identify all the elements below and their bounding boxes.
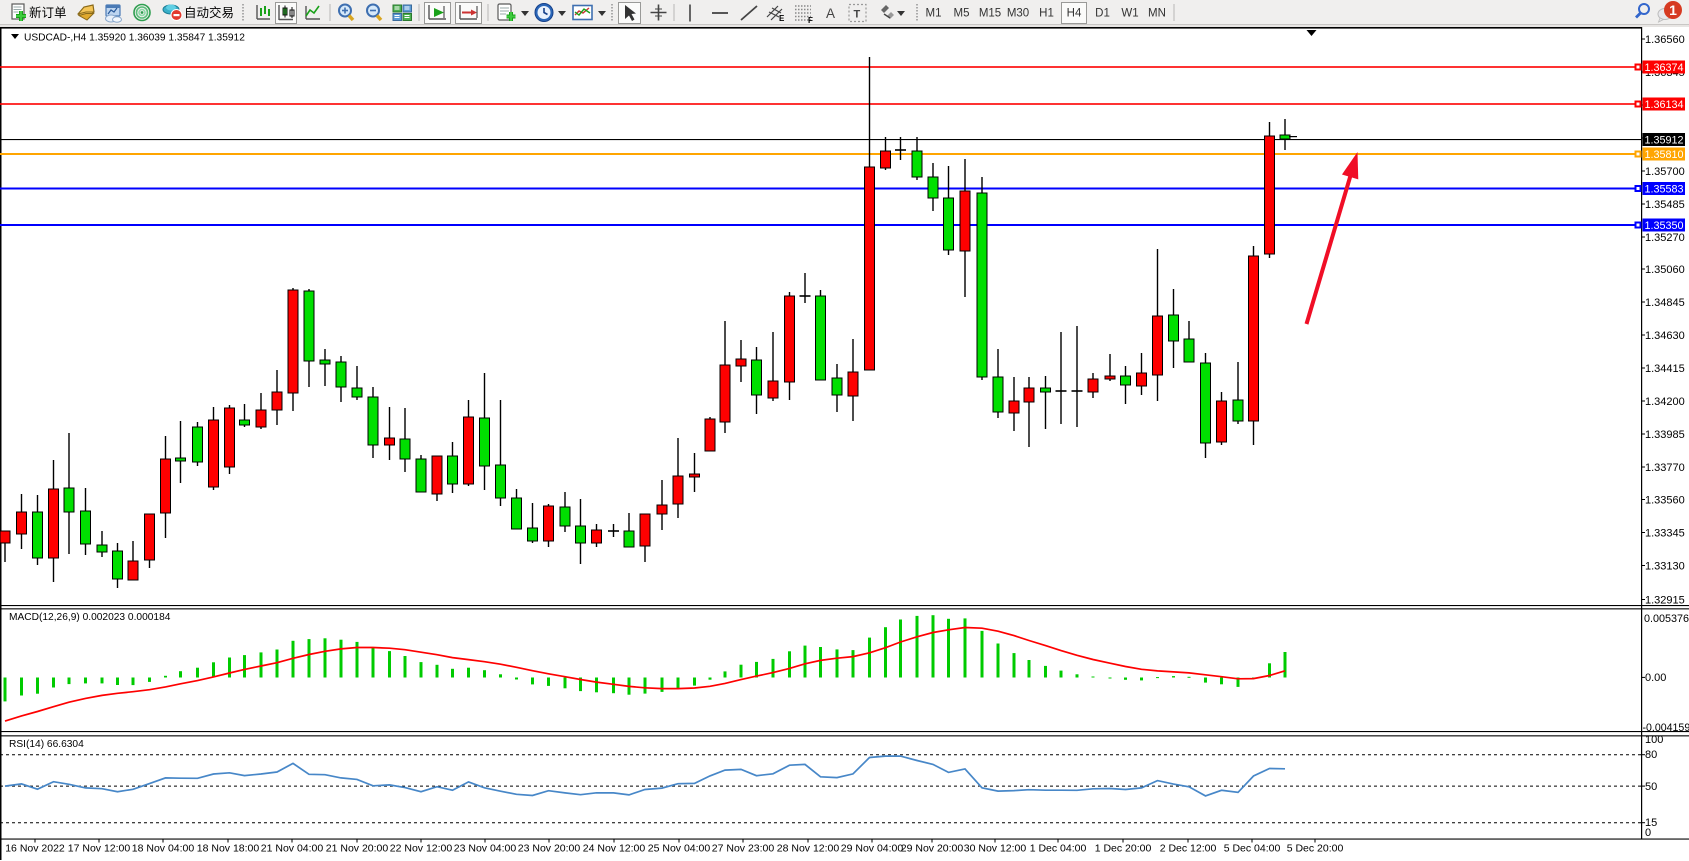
svg-text:5 Dec 04:00: 5 Dec 04:00 <box>1224 843 1281 855</box>
svg-text:1.35700: 1.35700 <box>1645 166 1685 178</box>
svg-text:29 Nov 20:00: 29 Nov 20:00 <box>901 843 964 855</box>
svg-text:F: F <box>808 16 813 25</box>
svg-text:1.32915: 1.32915 <box>1645 595 1685 607</box>
svg-text:24 Nov 12:00: 24 Nov 12:00 <box>583 843 646 855</box>
svg-text:-0.004159: -0.004159 <box>1643 722 1689 734</box>
svg-text:H4: H4 <box>1067 8 1082 20</box>
svg-text:1.33560: 1.33560 <box>1645 495 1685 507</box>
svg-text:1 Dec 20:00: 1 Dec 20:00 <box>1095 843 1152 855</box>
svg-text:T: T <box>854 9 861 21</box>
svg-text:1.34630: 1.34630 <box>1645 330 1685 342</box>
svg-text:1.36560: 1.36560 <box>1645 34 1685 46</box>
svg-text:25 Nov 04:00: 25 Nov 04:00 <box>648 843 711 855</box>
svg-text:18 Nov 18:00: 18 Nov 18:00 <box>197 843 260 855</box>
svg-text:RSI(14) 66.6304: RSI(14) 66.6304 <box>9 739 84 750</box>
svg-text:自动交易: 自动交易 <box>184 5 234 20</box>
svg-text:1.34415: 1.34415 <box>1645 363 1685 375</box>
svg-text:M15: M15 <box>979 8 1001 20</box>
svg-text:新订单: 新订单 <box>29 5 67 20</box>
svg-text:1.34200: 1.34200 <box>1645 396 1685 408</box>
svg-text:H1: H1 <box>1039 8 1054 20</box>
svg-text:1: 1 <box>1669 2 1677 18</box>
svg-text:0.005376: 0.005376 <box>1644 613 1689 625</box>
svg-text:MN: MN <box>1148 8 1166 20</box>
svg-text:18 Nov 04:00: 18 Nov 04:00 <box>132 843 195 855</box>
svg-text:22 Nov 12:00: 22 Nov 12:00 <box>390 843 453 855</box>
svg-text:1.36134: 1.36134 <box>1645 99 1684 111</box>
svg-text:1.33985: 1.33985 <box>1645 429 1685 441</box>
svg-text:M1: M1 <box>926 8 942 20</box>
svg-text:1.33770: 1.33770 <box>1645 462 1685 474</box>
svg-text:1.35583: 1.35583 <box>1645 184 1684 196</box>
svg-text:28 Nov 12:00: 28 Nov 12:00 <box>777 843 840 855</box>
svg-text:0.00: 0.00 <box>1645 672 1666 684</box>
svg-text:1.35350: 1.35350 <box>1645 220 1684 232</box>
svg-text:30 Nov 12:00: 30 Nov 12:00 <box>964 843 1027 855</box>
svg-text:15: 15 <box>1645 817 1657 829</box>
svg-text:27 Nov 23:00: 27 Nov 23:00 <box>712 843 775 855</box>
svg-text:5 Dec 20:00: 5 Dec 20:00 <box>1287 843 1344 855</box>
svg-text:1.35912: 1.35912 <box>1645 135 1684 147</box>
svg-text:80: 80 <box>1645 749 1657 761</box>
svg-text:MACD(12,26,9) 0.002023 0.00018: MACD(12,26,9) 0.002023 0.000184 <box>9 612 171 623</box>
svg-text:23 Nov 20:00: 23 Nov 20:00 <box>518 843 581 855</box>
svg-text:21 Nov 04:00: 21 Nov 04:00 <box>261 843 324 855</box>
svg-text:1 Dec 04:00: 1 Dec 04:00 <box>1030 843 1087 855</box>
svg-text:1.35485: 1.35485 <box>1645 199 1685 211</box>
svg-text:1.36374: 1.36374 <box>1645 62 1684 74</box>
svg-text:A: A <box>826 6 835 21</box>
svg-text:W1: W1 <box>1121 8 1138 20</box>
svg-text:21 Nov 20:00: 21 Nov 20:00 <box>326 843 389 855</box>
svg-text:M30: M30 <box>1007 8 1029 20</box>
svg-text:1.35270: 1.35270 <box>1645 232 1685 244</box>
svg-text:29 Nov 04:00: 29 Nov 04:00 <box>841 843 904 855</box>
svg-text:17 Nov 12:00: 17 Nov 12:00 <box>68 843 131 855</box>
svg-text:100: 100 <box>1645 734 1663 746</box>
svg-text:23 Nov 04:00: 23 Nov 04:00 <box>454 843 517 855</box>
svg-text:1.35810: 1.35810 <box>1645 149 1684 161</box>
svg-text:50: 50 <box>1645 781 1657 793</box>
svg-text:1.33345: 1.33345 <box>1645 528 1685 540</box>
svg-text:0: 0 <box>1645 827 1651 839</box>
svg-text:1.34845: 1.34845 <box>1645 297 1685 309</box>
svg-text:16 Nov 2022: 16 Nov 2022 <box>5 843 65 855</box>
svg-text:1.33130: 1.33130 <box>1645 561 1685 573</box>
svg-text:E: E <box>779 14 785 23</box>
svg-text:1.35060: 1.35060 <box>1645 264 1685 276</box>
svg-text:D1: D1 <box>1095 8 1110 20</box>
svg-text:M5: M5 <box>954 8 970 20</box>
svg-text:USDCAD-,H4 1.35920 1.36039 1.: USDCAD-,H4 1.35920 1.36039 1.35847 1.359… <box>24 33 245 44</box>
svg-text:2 Dec 12:00: 2 Dec 12:00 <box>1160 843 1217 855</box>
